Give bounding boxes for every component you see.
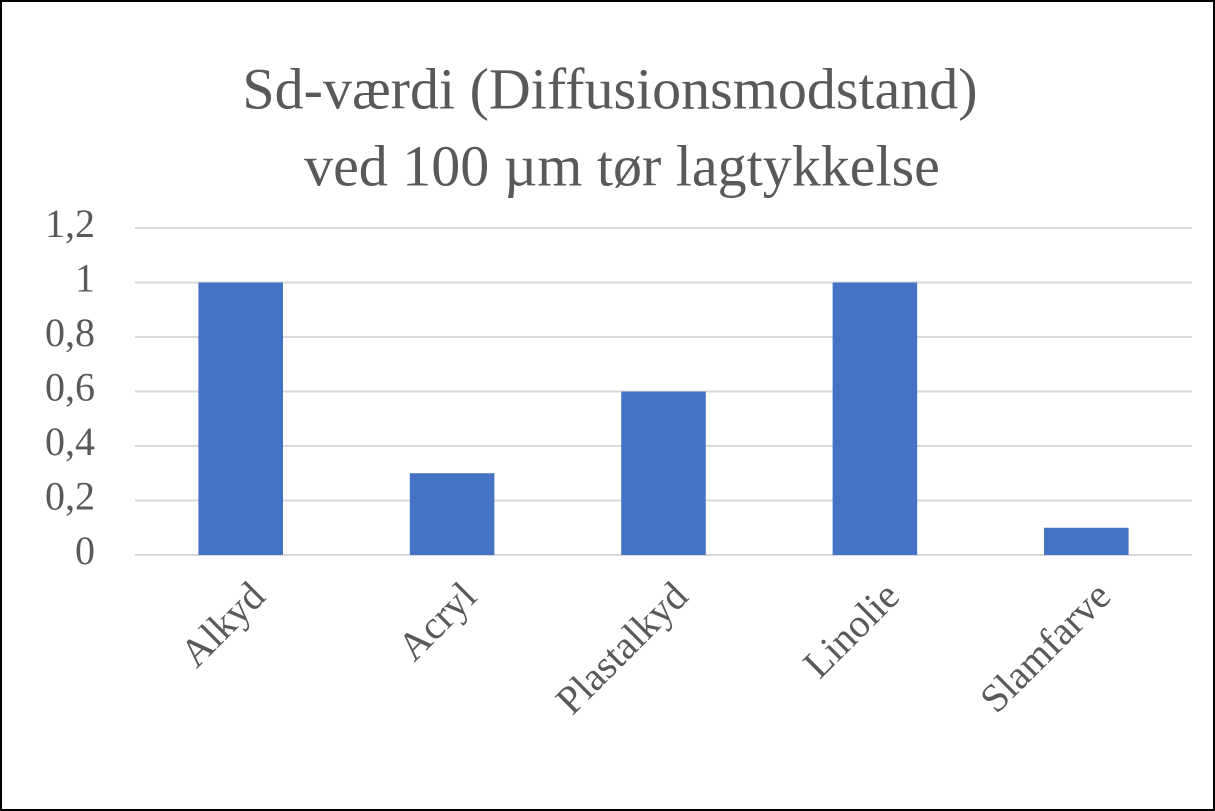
bar [409,473,495,555]
y-tick-label: 0,6 [45,365,95,410]
bar [198,282,283,555]
y-tick-label: 0,2 [45,474,95,519]
bar [1044,527,1129,555]
y-tick-label: 0,4 [45,419,95,464]
y-tick-label: 1 [75,256,95,301]
chart-title: Sd-værdi (Diffusionsmodstand) [242,56,977,121]
bar [621,391,706,555]
y-tick-label: 1,2 [45,201,95,246]
y-tick-label: 0,8 [45,310,95,355]
bar [832,282,918,555]
chart-title: ved 100 µm tør lagtykkelse [304,133,940,198]
y-tick-label: 0 [75,528,95,573]
